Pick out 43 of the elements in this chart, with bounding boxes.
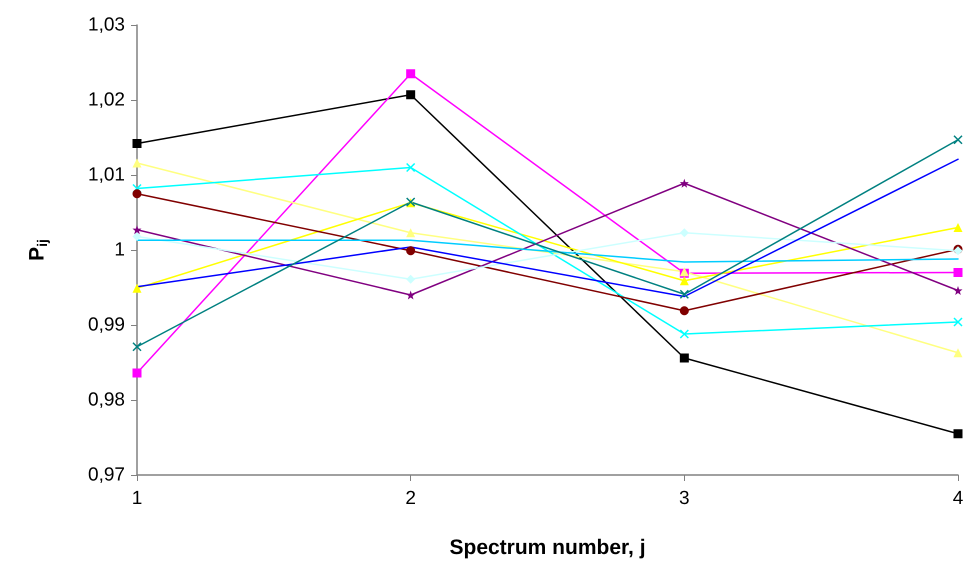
point — [680, 306, 689, 316]
point — [132, 225, 142, 234]
point — [406, 69, 416, 78]
y-tick-label: 1,01 — [88, 164, 125, 186]
point — [953, 135, 963, 144]
point — [406, 274, 416, 284]
y-tick-label: 0,98 — [88, 390, 125, 410]
x-tick-label: 1 — [132, 488, 142, 509]
point — [406, 162, 416, 172]
point — [680, 329, 690, 339]
point — [953, 317, 963, 327]
point — [954, 223, 962, 232]
point — [406, 246, 416, 256]
point — [680, 354, 689, 362]
y-tick-label: 1,02 — [88, 90, 125, 110]
point — [132, 184, 142, 194]
x-tick-label: 4 — [952, 488, 964, 509]
point — [132, 189, 142, 198]
point — [680, 178, 689, 188]
point — [132, 342, 142, 352]
point — [954, 429, 962, 438]
point — [406, 90, 416, 100]
x-tick-label: 2 — [405, 488, 416, 509]
point — [954, 268, 962, 277]
y-tick-label: 1,03 — [88, 14, 125, 36]
point — [132, 139, 142, 148]
x-tick-label: 3 — [679, 488, 690, 509]
point — [406, 290, 416, 300]
point — [680, 228, 689, 238]
point — [406, 228, 416, 238]
x-axis-title: Spectrum number, j — [449, 536, 646, 559]
point — [132, 158, 142, 168]
y-tick-label: 0,97 — [88, 464, 125, 486]
y-axis-title: Pij — [26, 239, 50, 261]
y-tick-label: 1 — [114, 240, 125, 260]
point — [132, 368, 142, 378]
point — [680, 290, 690, 299]
point — [132, 284, 142, 293]
point — [954, 348, 962, 358]
y-tick-label: 0,99 — [88, 314, 125, 336]
point — [680, 276, 689, 286]
point — [954, 286, 962, 295]
point — [132, 232, 142, 241]
